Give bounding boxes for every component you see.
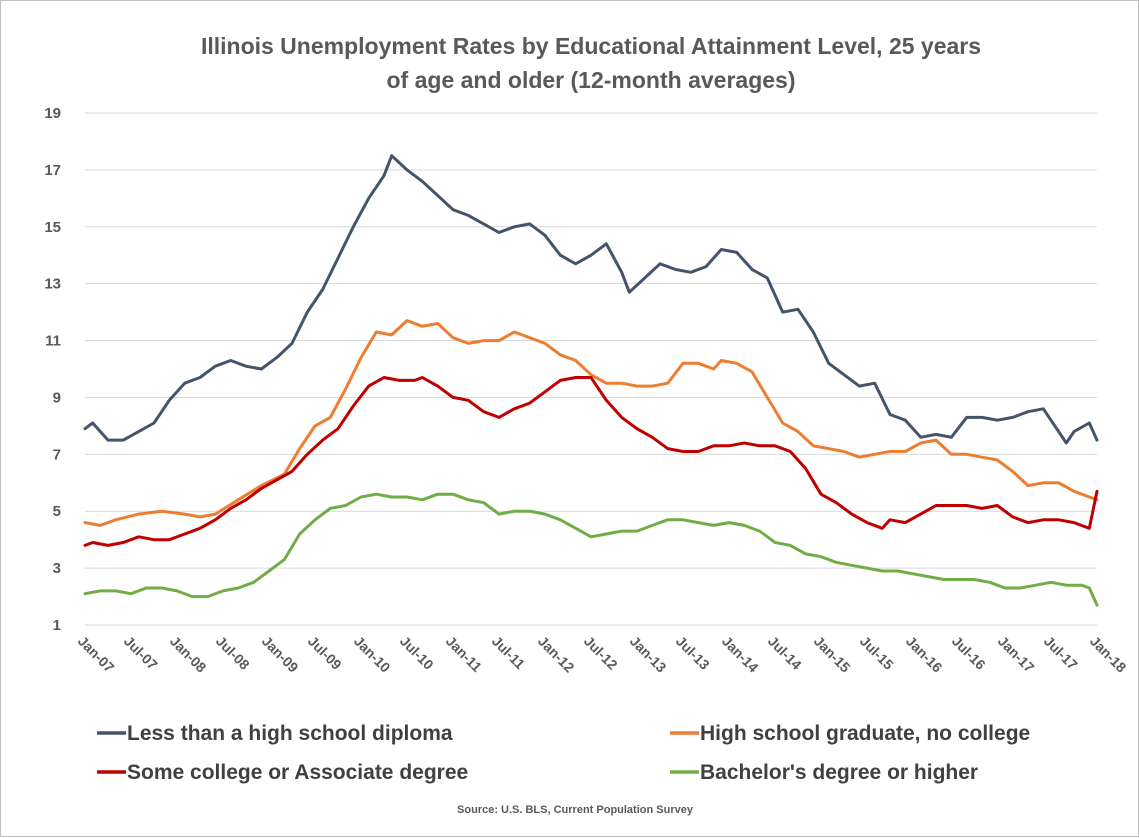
series-lines — [83, 154, 1099, 607]
x-tick-label: Jul-15 — [857, 633, 897, 673]
x-tick-label: Jul-09 — [305, 633, 345, 673]
x-tick-label: Jan-16 — [903, 633, 946, 676]
y-tick-label: 13 — [44, 276, 61, 293]
x-tick-label: Jul-16 — [949, 633, 989, 673]
series-line-0 — [83, 154, 1099, 445]
y-tick-label: 1 — [53, 617, 61, 634]
gridlines — [85, 112, 1097, 626]
series-line-2 — [83, 376, 1099, 547]
x-tick-label: Jan-18 — [1087, 633, 1130, 676]
legend-label-3: Bachelor's degree or higher — [700, 761, 978, 784]
x-tick-label: Jan-09 — [259, 633, 302, 676]
y-tick-label: 5 — [53, 503, 61, 520]
x-tick-label: Jul-13 — [673, 633, 713, 673]
x-tick-label: Jul-08 — [213, 633, 253, 673]
x-tick-label: Jan-11 — [443, 633, 485, 675]
source-note: Source: U.S. BLS, Current Population Sur… — [457, 804, 694, 816]
x-tick-label: Jul-10 — [397, 633, 437, 673]
x-tick-label: Jan-14 — [719, 633, 762, 676]
y-tick-label: 19 — [44, 105, 61, 122]
y-tick-label: 9 — [53, 389, 61, 406]
chart-title-line-1: Illinois Unemployment Rates by Education… — [201, 33, 981, 59]
x-tick-label: Jul-12 — [581, 633, 621, 673]
legend: Less than a high school diploma High scho… — [97, 722, 1030, 784]
y-tick-label: 3 — [53, 560, 61, 577]
legend-label-2: Some college or Associate degree — [127, 761, 468, 784]
y-tick-label: 15 — [44, 219, 61, 236]
x-tick-label: Jul-17 — [1041, 633, 1081, 673]
x-tick-label: Jan-17 — [995, 633, 1038, 676]
x-tick-label: Jan-15 — [811, 633, 854, 676]
x-tick-label: Jan-10 — [351, 633, 394, 676]
x-tick-label: Jan-07 — [75, 633, 118, 676]
x-tick-label: Jul-14 — [765, 633, 805, 673]
x-tick-label: Jul-07 — [121, 633, 161, 673]
x-axis: Jan-07 Jul-07 Jan-08 Jul-08 Jan-09 Jul-09 Jan-… — [75, 633, 1130, 676]
legend-label-1: High school graduate, no college — [700, 722, 1030, 745]
series-line-1 — [83, 319, 1099, 527]
y-tick-label: 17 — [44, 162, 61, 179]
y-tick-label: 7 — [53, 446, 61, 463]
y-tick-label: 11 — [45, 333, 61, 350]
x-tick-label: Jan-08 — [167, 633, 210, 676]
x-tick-label: Jan-13 — [627, 633, 670, 676]
series-line-3 — [83, 492, 1099, 607]
x-tick-label: Jan-12 — [535, 633, 578, 676]
chart-title-line-2: of age and older (12-month averages) — [387, 67, 796, 93]
x-tick-label: Jul-11 — [489, 633, 529, 673]
legend-label-0: Less than a high school diploma — [127, 722, 453, 745]
